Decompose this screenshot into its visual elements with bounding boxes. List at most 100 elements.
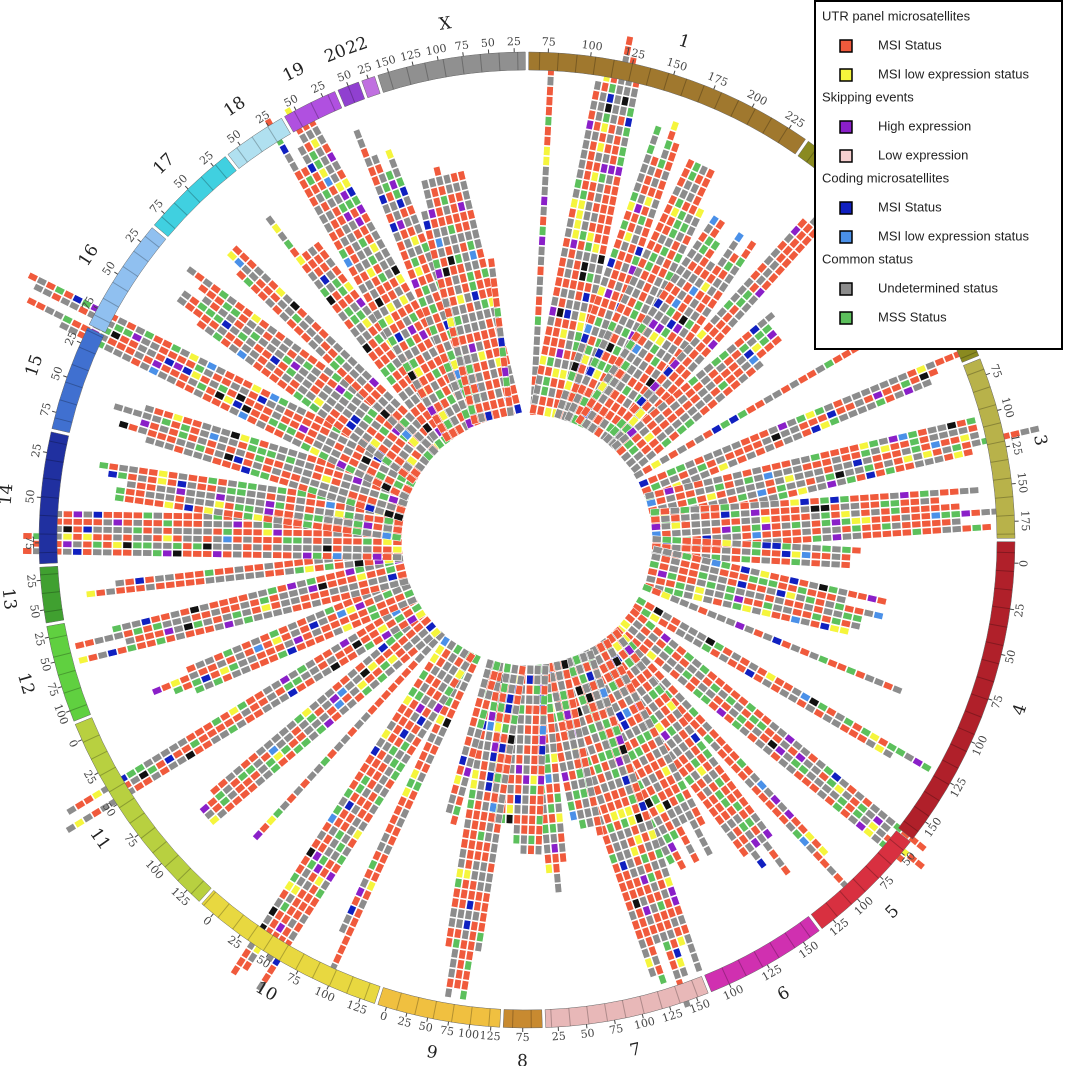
track-cell	[165, 580, 176, 589]
track-cell	[648, 437, 660, 450]
track-cell	[832, 462, 844, 472]
track-cell	[92, 526, 103, 534]
track-cell	[579, 787, 589, 799]
track-cell	[573, 178, 583, 190]
track-cell	[783, 232, 795, 245]
track-cell	[637, 478, 650, 489]
track-cell	[613, 94, 623, 106]
track-cell	[570, 269, 580, 281]
track-cell	[791, 550, 802, 559]
track-cell	[869, 493, 880, 502]
track-cell	[782, 466, 794, 476]
track-cell	[671, 388, 684, 400]
track-cell	[691, 554, 703, 564]
track-cell	[463, 960, 473, 971]
track-cell	[588, 796, 598, 807]
track-cell	[693, 276, 705, 289]
track-cell	[730, 348, 743, 361]
track-cell	[305, 498, 316, 507]
track-cell	[630, 287, 642, 300]
track-cell	[751, 548, 762, 557]
track-cell	[461, 878, 470, 890]
track-cell	[622, 410, 634, 423]
track-cell	[734, 256, 746, 269]
track-cell	[544, 863, 553, 874]
track-cell	[702, 222, 715, 235]
track-cell	[539, 205, 548, 216]
track-cell	[636, 334, 648, 347]
track-cell	[680, 513, 691, 522]
track-cell	[821, 457, 833, 467]
track-cell	[294, 504, 305, 513]
track-cell	[943, 352, 955, 364]
track-cell	[506, 804, 514, 814]
track-cell	[795, 413, 807, 424]
track-cell	[517, 665, 527, 676]
track-cell	[825, 409, 838, 420]
track-cell	[455, 918, 464, 929]
track-cell	[610, 290, 621, 302]
track-cell	[583, 323, 594, 335]
track-cell	[616, 405, 628, 418]
track-cell	[108, 462, 119, 472]
track-cell	[618, 432, 631, 445]
track-cell	[627, 415, 640, 428]
track-cell	[515, 764, 523, 775]
track-cell	[494, 762, 504, 774]
track-cell	[643, 431, 656, 444]
track-cell	[791, 431, 804, 442]
track-cell	[122, 549, 133, 557]
track-cell	[625, 351, 637, 364]
track-cell	[740, 360, 753, 373]
track-cell	[615, 302, 627, 315]
track-cell	[625, 363, 638, 376]
track-cell	[694, 398, 707, 411]
track-cell	[798, 420, 810, 431]
track-cell	[242, 536, 253, 544]
track-cell	[605, 133, 615, 145]
track-cell	[660, 436, 673, 449]
track-cell	[457, 857, 466, 869]
track-cell	[613, 323, 625, 336]
track-cell	[534, 845, 543, 856]
track-cell	[536, 805, 544, 816]
track-cell	[639, 162, 650, 175]
track-cell	[795, 479, 807, 489]
track-cell	[454, 877, 463, 889]
track-cell	[960, 509, 971, 518]
track-cell	[950, 510, 961, 519]
track-cell	[634, 407, 647, 420]
track-cell	[874, 397, 887, 408]
track-cell	[577, 363, 588, 375]
track-cell	[787, 488, 799, 498]
track-cell	[234, 572, 246, 582]
track-cell	[665, 493, 677, 503]
track-cell	[202, 527, 213, 536]
track-cell	[859, 501, 870, 510]
track-cell	[856, 591, 868, 602]
track-cell	[946, 420, 958, 431]
track-cell	[869, 383, 881, 394]
track-cell	[800, 234, 813, 247]
track-cell	[840, 510, 851, 519]
track-cell	[872, 390, 884, 401]
track-cell	[566, 370, 577, 382]
track-cell	[697, 243, 710, 256]
track-cell	[648, 380, 661, 393]
track-cell	[476, 881, 485, 892]
track-cell	[928, 432, 940, 442]
track-cell	[919, 497, 930, 506]
track-cell	[162, 542, 173, 550]
track-cell	[523, 754, 531, 765]
track-cell	[849, 502, 860, 510]
track-cell	[680, 167, 691, 179]
track-cell	[707, 368, 720, 380]
track-cell	[164, 573, 175, 582]
track-cell	[493, 823, 502, 834]
track-cell	[526, 674, 534, 685]
track-cell	[741, 540, 752, 549]
track-cell	[643, 217, 654, 229]
track-cell	[700, 556, 712, 566]
track-cell	[489, 842, 499, 854]
track-cell	[282, 551, 293, 559]
